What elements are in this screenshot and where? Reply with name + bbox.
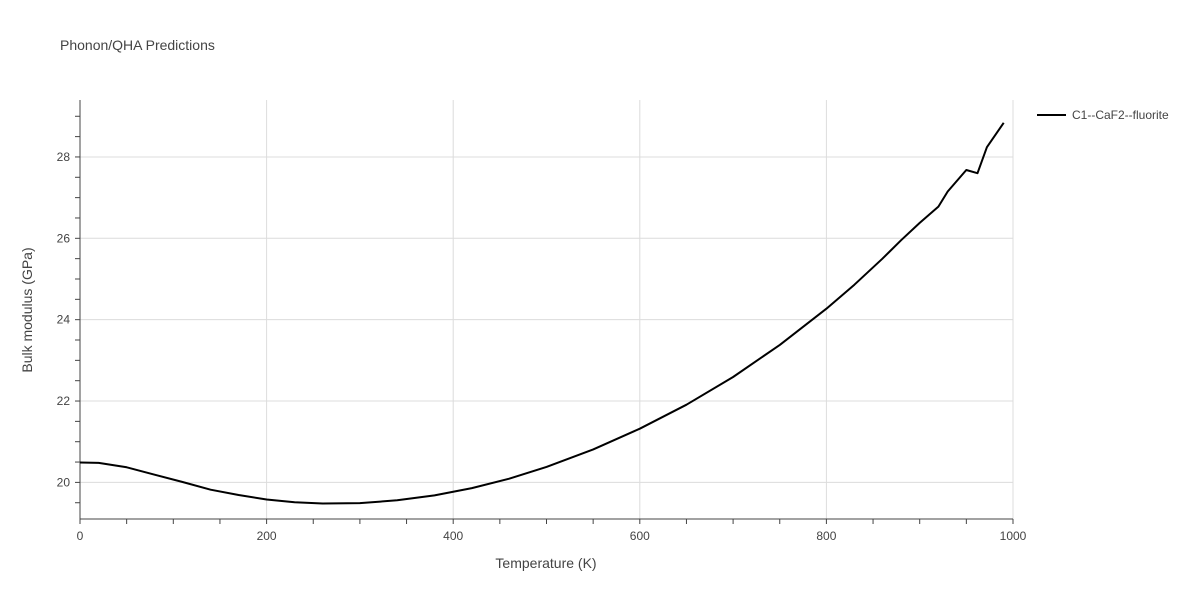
x-tick-label-400: 400 (443, 529, 463, 543)
legend[interactable]: C1--CaF2--fluorite (1037, 108, 1169, 122)
x-axis-title: Temperature (K) (495, 555, 596, 571)
series-layer (79, 122, 1005, 505)
y-tick-label-20: 20 (57, 475, 71, 489)
legend-label-c1-caf2-fluorite: C1--CaF2--fluorite (1072, 108, 1169, 122)
y-tick-label-22: 22 (57, 394, 71, 408)
x-tick-label-1000: 1000 (1000, 529, 1027, 543)
x-tick-label-600: 600 (630, 529, 650, 543)
y-axis-ticks: 20 22 24 26 28 (57, 115, 80, 504)
chart-title: Phonon/QHA Predictions (60, 37, 215, 53)
y-tick-label-26: 26 (57, 231, 71, 245)
x-tick-label-800: 800 (816, 529, 836, 543)
y-tick-label-24: 24 (57, 313, 71, 327)
y-tick-label-28: 28 (57, 150, 71, 164)
x-axis-ticks: 0 200 400 600 800 1000 (77, 519, 1027, 543)
x-tick-label-0: 0 (77, 529, 84, 543)
x-tick-label-200: 200 (257, 529, 277, 543)
axes (79, 100, 1013, 520)
series-line-0 (79, 122, 1005, 505)
gridlines (80, 100, 1014, 519)
y-axis-title: Bulk modulus (GPa) (19, 247, 35, 372)
